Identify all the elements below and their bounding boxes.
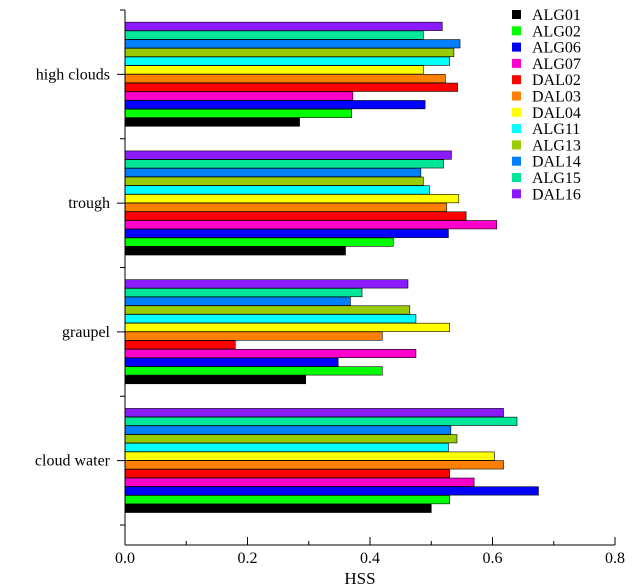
bar-dal04-high-clouds — [124, 65, 424, 75]
bar-alg01-cloud-water — [124, 503, 432, 513]
bar-dal14-cloud-water — [124, 425, 452, 435]
bar-dal02-high-clouds — [124, 82, 458, 92]
bar-alg01-trough — [124, 246, 346, 256]
bar-dal14-high-clouds — [124, 39, 461, 49]
bar-alg06-graupel — [124, 357, 339, 367]
legend: ALG01ALG02ALG06ALG07DAL02DAL03DAL04ALG11… — [512, 7, 581, 203]
legend-swatch-alg07 — [512, 58, 521, 68]
bar-alg06-cloud-water — [124, 486, 539, 496]
axes-layer: high clouds trough graupel cloud water 0.0 0.… — [35, 9, 625, 587]
legend-label-dal02: DAL02 — [532, 72, 581, 89]
legend-swatch-alg02 — [512, 26, 521, 36]
legend-swatch-dal03 — [512, 91, 521, 101]
legend-label-alg06: ALG06 — [532, 40, 581, 57]
legend-label-dal14: DAL14 — [532, 154, 581, 171]
bar-dal04-cloud-water — [124, 451, 495, 461]
x-tick-label: 0.8 — [605, 550, 625, 567]
bar-alg11-trough — [124, 185, 430, 195]
legend-label-alg13: ALG13 — [532, 137, 581, 154]
legend-swatch-dal14 — [512, 156, 521, 166]
legend-label-alg07: ALG07 — [532, 56, 581, 73]
bar-dal16-graupel — [124, 279, 409, 289]
bar-alg01-graupel — [124, 375, 306, 385]
bar-alg13-cloud-water — [124, 434, 458, 444]
legend-swatch-alg15 — [512, 173, 521, 182]
legend-swatch-dal16 — [512, 189, 521, 199]
bar-alg11-graupel — [124, 314, 417, 324]
bar-dal03-trough — [124, 202, 447, 212]
category-label: high clouds — [36, 66, 110, 83]
category-label: graupel — [62, 324, 111, 341]
bar-dal03-cloud-water — [124, 460, 504, 470]
bar-alg15-graupel — [124, 288, 363, 298]
bar-alg13-trough — [124, 176, 424, 186]
bar-alg02-cloud-water — [124, 495, 450, 505]
bar-alg02-trough — [124, 237, 394, 247]
bar-dal03-high-clouds — [124, 74, 446, 84]
legend-swatch-alg13 — [512, 140, 521, 150]
bar-alg07-cloud-water — [124, 477, 475, 487]
legend-label-alg11: ALG11 — [532, 121, 580, 138]
bar-alg02-high-clouds — [124, 108, 352, 118]
bar-alg15-cloud-water — [124, 416, 518, 426]
x-axis-title: HSS — [344, 569, 375, 587]
bar-dal04-trough — [124, 194, 460, 204]
bar-dal16-high-clouds — [124, 21, 443, 31]
bar-alg13-high-clouds — [124, 47, 455, 57]
bar-alg02-graupel — [124, 366, 383, 376]
category-label: trough — [68, 195, 110, 212]
legend-label-alg01: ALG01 — [532, 7, 581, 24]
bar-dal16-cloud-water — [124, 408, 504, 418]
bar-dal03-graupel — [124, 331, 383, 341]
legend-label-dal04: DAL04 — [532, 105, 581, 122]
bar-alg01-high-clouds — [124, 117, 300, 127]
bar-dal14-trough — [124, 168, 422, 178]
bar-dal02-cloud-water — [124, 469, 450, 479]
legend-swatch-alg06 — [512, 42, 521, 52]
legend-swatch-alg01 — [512, 10, 521, 19]
bar-dal16-trough — [124, 150, 452, 160]
bar-alg06-trough — [124, 228, 449, 238]
legend-swatch-alg11 — [512, 124, 521, 134]
x-tick-label: 0.6 — [483, 550, 503, 567]
bar-alg15-high-clouds — [124, 30, 424, 40]
x-tick-label: 0.0 — [115, 550, 135, 567]
bar-dal14-graupel — [124, 296, 351, 306]
bar-alg15-trough — [124, 159, 444, 169]
category-label: cloud water — [35, 453, 111, 470]
legend-label-alg02: ALG02 — [532, 23, 581, 40]
x-tick-label: 0.2 — [238, 550, 258, 567]
legend-swatch-dal02 — [512, 75, 521, 85]
bar-dal04-graupel — [124, 322, 450, 332]
bar-alg07-trough — [124, 220, 498, 230]
legend-label-alg15: ALG15 — [532, 170, 581, 187]
bar-alg11-cloud-water — [124, 442, 449, 452]
bar-alg13-graupel — [124, 305, 411, 315]
x-tick-label: 0.4 — [360, 550, 380, 567]
bar-alg07-graupel — [124, 348, 417, 358]
legend-label-dal16: DAL16 — [532, 186, 581, 203]
legend-label-dal03: DAL03 — [532, 89, 581, 106]
bar-dal02-trough — [124, 211, 467, 221]
bar-alg07-high-clouds — [124, 91, 354, 101]
bar-dal02-graupel — [124, 340, 236, 350]
bar-alg11-high-clouds — [124, 56, 450, 66]
bars-layer — [124, 21, 539, 513]
bar-alg06-high-clouds — [124, 100, 426, 110]
legend-swatch-dal04 — [512, 107, 521, 117]
